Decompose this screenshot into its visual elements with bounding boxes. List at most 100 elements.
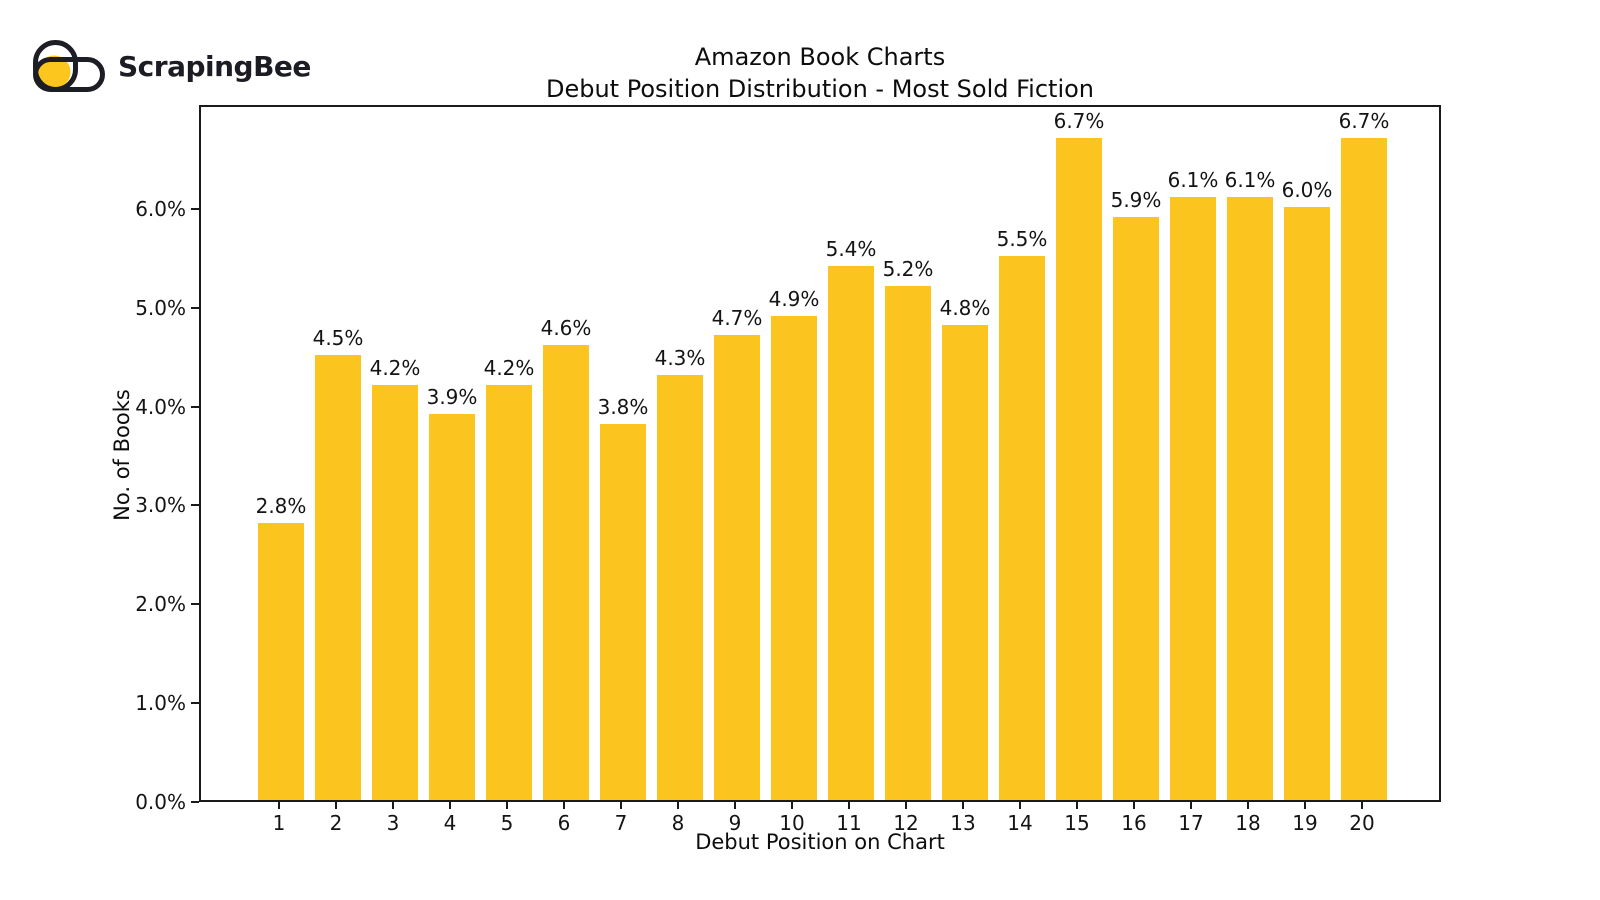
x-tick-label: 1 [272,811,286,835]
x-tick-mark [506,802,508,809]
x-tick-label: 4 [443,811,457,835]
x-tick-label: 11 [836,811,862,835]
bar [828,266,874,800]
y-tick-mark [191,207,199,210]
bar [258,523,304,800]
bar [942,325,988,800]
bar-value-label: 3.8% [597,395,649,420]
x-tick-label: 20 [1349,811,1375,835]
x-tick-label: 17 [1178,811,1204,835]
y-tick-label: 6.0% [135,196,186,221]
scrapingbee-logo: ScrapingBee [33,39,311,93]
bar [885,285,931,800]
bar-value-label: 5.2% [882,256,934,281]
y-tick-mark [191,801,199,803]
x-tick-label: 13 [950,811,976,835]
bar [543,345,589,800]
x-tick-mark [848,802,850,809]
bar [1227,196,1273,800]
x-tick-mark [620,802,622,809]
bar [1170,196,1216,800]
chart-title-block: Amazon Book Charts Debut Position Distri… [199,41,1441,105]
bar-value-label: 6.1% [1167,167,1219,192]
y-tick-mark [191,702,199,705]
bar [771,315,817,800]
x-tick-mark [278,802,280,809]
x-tick-label: 16 [1121,811,1147,835]
chart-title: Amazon Book Charts [694,43,946,71]
x-tick-mark [1190,802,1192,809]
x-tick-mark [449,802,451,809]
x-tick-label: 6 [557,811,571,835]
bar [486,384,532,800]
x-tick-label: 10 [779,811,805,835]
bar [999,256,1045,800]
x-tick-mark [962,802,964,809]
bar-value-label: 5.5% [996,227,1048,252]
x-tick-mark [335,802,337,809]
x-tick-label: 2 [329,811,343,835]
y-tick-mark [191,405,199,408]
x-tick-mark [905,802,907,809]
bar-value-label: 6.0% [1281,177,1333,202]
x-tick-label: 5 [500,811,514,835]
x-tick-mark [392,802,394,809]
bar-value-label: 4.9% [768,286,820,311]
bar-value-label: 4.2% [483,355,535,380]
bar [1113,216,1159,800]
y-tick-mark [191,603,199,606]
bar [657,374,703,800]
bar [714,335,760,800]
x-tick-label: 12 [893,811,919,835]
bar-value-label: 6.1% [1224,167,1276,192]
x-tick-label: 7 [614,811,628,835]
x-tick-label: 15 [1064,811,1090,835]
logo-wordmark: ScrapingBee [118,49,311,83]
x-tick-mark [677,802,679,809]
bar [600,424,646,800]
bar [1341,137,1387,800]
bar-value-label: 4.7% [711,306,763,331]
x-axis-title: Debut Position on Chart [695,830,945,854]
bar [1056,137,1102,800]
bar [429,414,475,800]
y-tick-label: 3.0% [135,493,186,518]
bar-chart-plot-area: 2.8% 4.5% 4.2% 3.9% 4.2% 4.6% 3.8% 4.3% 4.7% 4.9%… [199,105,1441,802]
x-tick-label: 8 [671,811,685,835]
x-tick-mark [734,802,736,809]
bar-value-label: 5.4% [825,237,877,262]
bar [315,355,361,800]
x-tick-mark [1247,802,1249,809]
x-tick-mark [791,802,793,809]
y-tick-label: 0.0% [135,790,186,814]
bar-value-label: 6.7% [1053,108,1105,133]
bar [372,384,418,800]
x-tick-label: 9 [728,811,742,835]
bar-value-label: 5.9% [1110,187,1162,212]
y-tick-label: 5.0% [135,295,186,320]
x-tick-label: 3 [386,811,400,835]
x-tick-mark [1133,802,1135,809]
bar-value-label: 4.8% [939,296,991,321]
x-tick-mark [1076,802,1078,809]
x-tick-label: 19 [1292,811,1318,835]
y-tick-mark [191,306,199,309]
bar-value-label: 3.9% [426,385,478,410]
y-tick-label: 1.0% [135,691,186,716]
x-tick-mark [1361,802,1363,809]
y-tick-label: 2.0% [135,592,186,617]
x-tick-label: 18 [1235,811,1261,835]
y-tick-mark [191,504,199,507]
chart-subtitle: Debut Position Distribution - Most Sold … [545,75,1094,103]
x-tick-mark [563,802,565,809]
bar-value-label: 2.8% [255,494,307,519]
x-tick-mark [1304,802,1306,809]
bar-value-label: 4.3% [654,345,706,370]
bar-value-label: 4.5% [312,326,364,351]
bar-value-label: 4.2% [369,355,421,380]
x-tick-mark [1019,802,1021,809]
y-tick-label: 4.0% [135,394,186,419]
scrapingbee-bee-icon [33,40,105,92]
bar [1284,206,1330,800]
